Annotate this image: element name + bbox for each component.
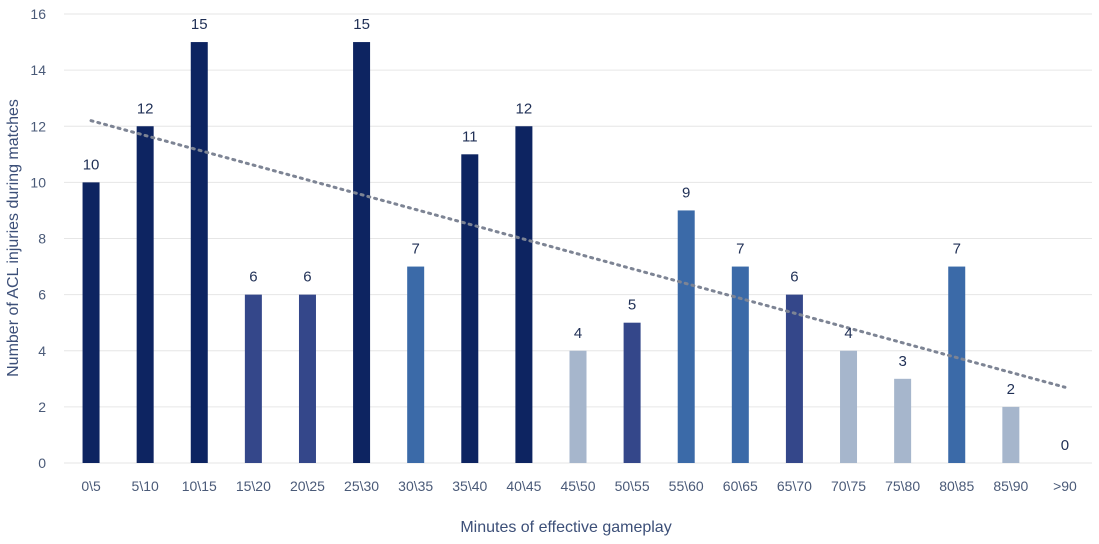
data-label: 12 [137,100,154,117]
data-label: 4 [844,325,852,342]
y-axis-ticks: 0 2 4 6 8 10 12 14 16 [30,6,46,471]
y-tick-label: 6 [38,287,46,303]
x-tick-label: 0\5 [81,478,101,494]
x-tick-label: 60\65 [723,478,758,494]
x-axis-ticks: 0\5 5\10 10\15 15\20 20\25 25\30 30\35 35\40 40\… [81,478,1077,494]
data-label: 15 [353,16,370,33]
data-label: 5 [628,297,636,314]
y-tick-label: 4 [38,343,46,359]
bar [948,266,966,463]
data-label: 12 [516,100,533,117]
bar [785,294,803,463]
data-labels: 10 12 15 6 6 15 7 11 12 4 5 9 7 6 4 3 7 2 0 [83,16,1069,454]
gridlines [64,13,1092,464]
y-tick-label: 12 [30,118,46,134]
bar [190,42,208,463]
y-tick-label: 14 [30,62,46,78]
trendline-group [89,119,1067,389]
data-label: 0 [1061,437,1069,454]
bar [515,126,533,463]
bar [623,322,641,463]
bar [461,154,479,463]
x-tick-label: 80\85 [939,478,974,494]
bar [407,266,425,463]
data-label: 4 [574,325,582,342]
data-label: 7 [736,241,744,258]
data-label: 11 [462,128,478,145]
bars [82,42,1020,463]
y-tick-label: 10 [30,174,46,190]
x-tick-label: 15\20 [236,478,271,494]
bar [353,42,371,463]
x-tick-label: >90 [1053,478,1077,494]
bar [82,182,100,463]
x-tick-label: 5\10 [132,478,159,494]
trendline [89,119,1067,389]
data-label: 7 [953,241,961,258]
bar [136,126,154,463]
bar [894,378,912,463]
bar [1002,406,1020,463]
data-label: 10 [83,156,100,173]
data-label: 9 [682,184,690,201]
bar [298,294,316,463]
x-axis-title: Minutes of effective gameplay [460,519,671,536]
bar [569,350,587,463]
x-tick-label: 40\45 [506,478,541,494]
y-tick-label: 8 [38,231,46,247]
x-tick-label: 50\55 [615,478,650,494]
data-label: 6 [249,269,257,286]
x-tick-label: 25\30 [344,478,379,494]
bar [677,210,695,463]
x-tick-label: 70\75 [831,478,866,494]
y-tick-label: 0 [38,455,46,471]
data-label: 7 [412,241,420,258]
data-label: 15 [191,16,208,33]
y-tick-label: 2 [38,399,46,415]
x-tick-label: 85\90 [993,478,1028,494]
bar [244,294,262,463]
x-tick-label: 65\70 [777,478,812,494]
x-tick-label: 45\50 [560,478,595,494]
data-label: 6 [790,269,798,286]
bar [840,350,858,463]
y-axis-title: Number of ACL injuries during matches [5,99,22,377]
data-label: 2 [1007,381,1015,398]
x-tick-label: 30\35 [398,478,433,494]
x-tick-label: 35\40 [452,478,487,494]
x-tick-label: 75\80 [885,478,920,494]
x-tick-label: 20\25 [290,478,325,494]
x-tick-label: 55\60 [669,478,704,494]
bar [731,266,749,463]
data-label: 3 [898,353,906,370]
x-tick-label: 10\15 [182,478,217,494]
y-tick-label: 16 [30,6,46,22]
data-label: 6 [303,269,311,286]
